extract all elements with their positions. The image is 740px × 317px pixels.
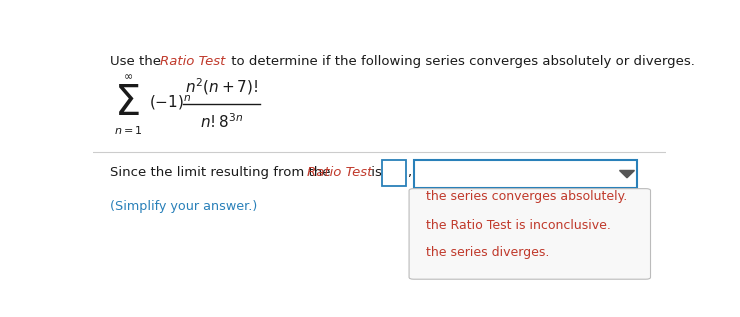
- Text: Ratio Test: Ratio Test: [307, 166, 372, 179]
- Text: $n=1$: $n=1$: [114, 124, 142, 136]
- Text: the series converges absolutely.: the series converges absolutely.: [426, 190, 628, 203]
- Text: $n!8^{3n}$: $n!8^{3n}$: [200, 112, 243, 131]
- Text: $(-1)^n$: $(-1)^n$: [149, 94, 191, 112]
- Text: is: is: [366, 166, 382, 179]
- Text: the series diverges.: the series diverges.: [426, 246, 550, 259]
- Text: to determine if the following series converges absolutely or diverges.: to determine if the following series con…: [227, 55, 695, 68]
- FancyBboxPatch shape: [414, 160, 637, 188]
- Text: $\Sigma$: $\Sigma$: [114, 82, 140, 124]
- FancyBboxPatch shape: [382, 160, 406, 186]
- Text: $n^2(n+7)!$: $n^2(n+7)!$: [185, 76, 258, 97]
- Polygon shape: [619, 171, 634, 178]
- Text: $\infty$: $\infty$: [123, 71, 133, 81]
- Text: the Ratio Test is inconclusive.: the Ratio Test is inconclusive.: [426, 219, 611, 232]
- Text: ,: ,: [407, 166, 411, 179]
- Text: Ratio Test: Ratio Test: [160, 55, 226, 68]
- Text: Use the: Use the: [110, 55, 165, 68]
- Text: (Simplify your answer.): (Simplify your answer.): [110, 200, 257, 213]
- Text: Since the limit resulting from the: Since the limit resulting from the: [110, 166, 334, 179]
- FancyBboxPatch shape: [409, 189, 650, 279]
